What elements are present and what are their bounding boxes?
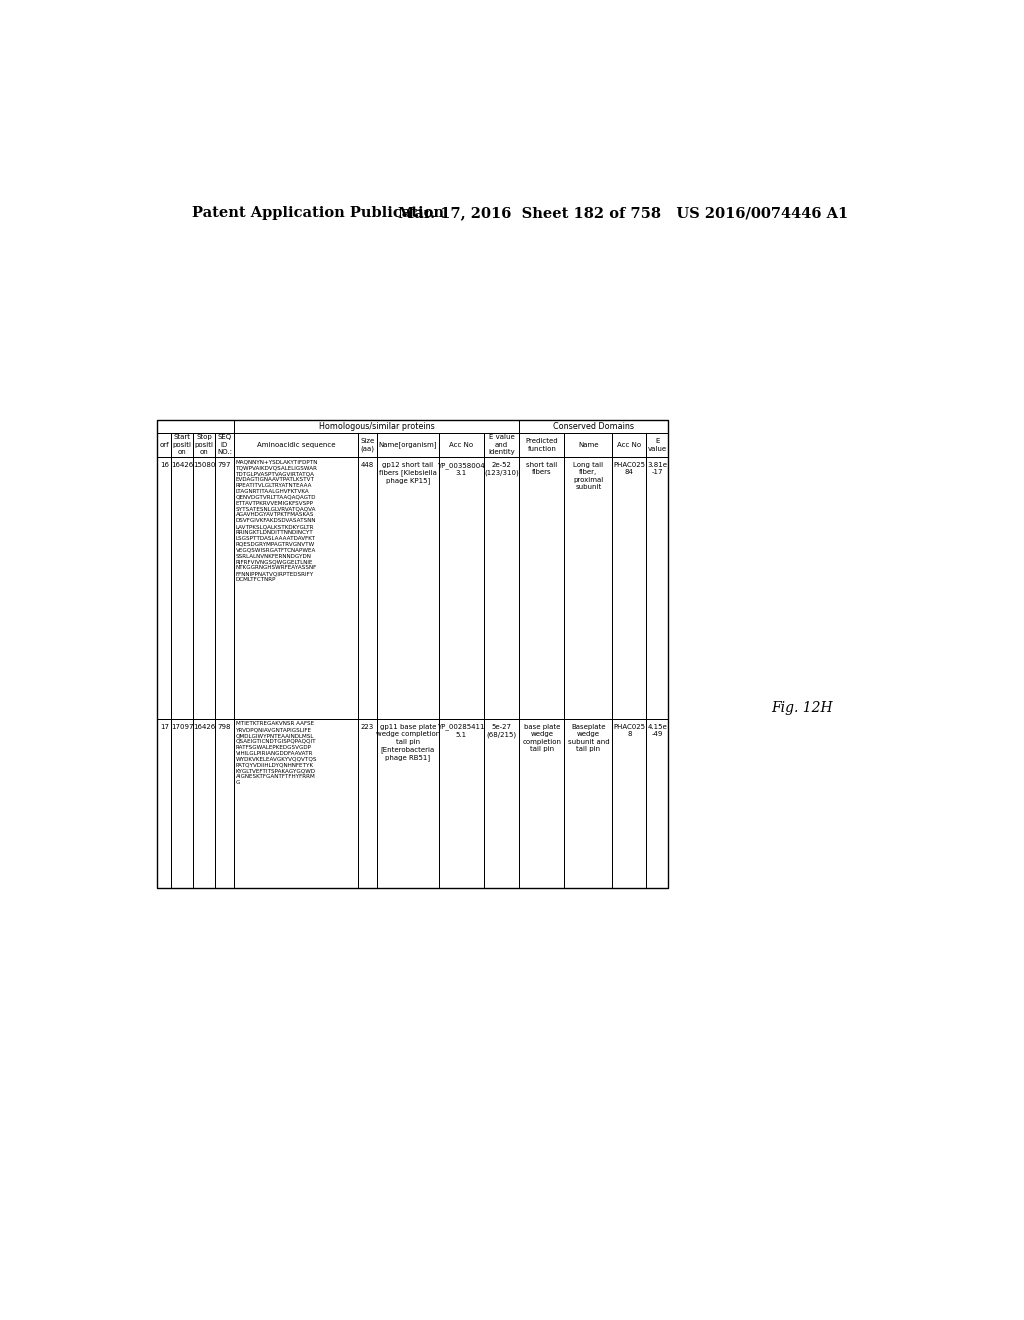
Bar <box>612 433 646 457</box>
Text: YP_00285411
5.1: YP_00285411 5.1 <box>437 723 485 738</box>
Text: Name: Name <box>579 442 599 447</box>
Bar <box>612 719 646 888</box>
Bar <box>483 719 519 888</box>
Text: YP_00358004
3.1: YP_00358004 3.1 <box>437 462 485 477</box>
Text: Acc No: Acc No <box>617 442 641 447</box>
Text: Mar. 17, 2016  Sheet 182 of 758   US 2016/0074446 A1: Mar. 17, 2016 Sheet 182 of 758 US 2016/0… <box>397 206 848 220</box>
Text: gp11 base plate
wedge completion
tail pin
[Enterobacteria
phage RB51]: gp11 base plate wedge completion tail pi… <box>376 723 440 762</box>
Bar <box>158 420 669 888</box>
Bar <box>215 433 234 457</box>
Bar <box>158 719 171 888</box>
Bar <box>377 457 438 719</box>
Text: Name[organism]: Name[organism] <box>379 441 437 449</box>
Text: 797: 797 <box>218 462 231 467</box>
Bar <box>564 433 612 457</box>
Bar <box>646 457 669 719</box>
Bar <box>358 719 377 888</box>
Text: MAQNNYN+YSDLAKYTIFDPTN
TQWPVAIKDVQSALELIGSWAR
TDTGLPVASPTVAGVIRTATQA
EVDAGTIGNAA: MAQNNYN+YSDLAKYTIFDPTN TQWPVAIKDVQSALELI… <box>236 459 318 582</box>
Text: base plate
wedge
completion
tail pin: base plate wedge completion tail pin <box>522 723 561 752</box>
Text: E value
and
Identity: E value and Identity <box>488 434 515 455</box>
Bar <box>194 457 215 719</box>
Bar <box>519 433 564 457</box>
Bar <box>519 457 564 719</box>
Bar <box>438 457 483 719</box>
Text: 448: 448 <box>360 462 374 467</box>
Bar <box>234 457 358 719</box>
Text: short tail
fibers: short tail fibers <box>526 462 557 475</box>
Bar <box>158 433 171 457</box>
Bar <box>438 719 483 888</box>
Text: 798: 798 <box>218 723 231 730</box>
Text: Patent Application Publication: Patent Application Publication <box>191 206 443 220</box>
Bar <box>519 719 564 888</box>
Bar <box>171 457 194 719</box>
Text: 16426: 16426 <box>171 462 194 467</box>
Bar <box>564 719 612 888</box>
Text: 2e-52
(123/310): 2e-52 (123/310) <box>484 462 519 475</box>
Bar <box>564 457 612 719</box>
Text: 17: 17 <box>160 723 169 730</box>
Bar <box>646 433 669 457</box>
Text: Aminoacidic sequence: Aminoacidic sequence <box>257 442 336 447</box>
Text: Stop
positl
on: Stop positl on <box>195 434 213 455</box>
Text: 17097: 17097 <box>171 723 194 730</box>
Text: PHAC025
84: PHAC025 84 <box>613 462 645 475</box>
Text: 5e-27
(68/215): 5e-27 (68/215) <box>486 723 517 738</box>
Bar <box>171 719 194 888</box>
Text: Fig. 12H: Fig. 12H <box>771 701 833 715</box>
Text: orf: orf <box>160 442 169 447</box>
Text: PHAC025
8: PHAC025 8 <box>613 723 645 737</box>
Bar <box>612 457 646 719</box>
Bar <box>438 433 483 457</box>
Bar <box>483 457 519 719</box>
Text: Predicted
function: Predicted function <box>525 438 558 451</box>
Bar <box>234 719 358 888</box>
Text: E
value: E value <box>648 438 667 451</box>
Text: Long tail
fiber,
proximal
subunit: Long tail fiber, proximal subunit <box>573 462 603 490</box>
Text: 16: 16 <box>160 462 169 467</box>
Bar <box>215 719 234 888</box>
Bar <box>215 457 234 719</box>
Bar <box>358 457 377 719</box>
Text: Baseplate
wedge
subunit and
tail pin: Baseplate wedge subunit and tail pin <box>567 723 609 752</box>
Text: Homologous/similar proteins: Homologous/similar proteins <box>318 422 434 430</box>
Text: SEQ
ID
NO.:: SEQ ID NO.: <box>217 434 232 455</box>
Bar <box>646 719 669 888</box>
Text: 3.81e
-17: 3.81e -17 <box>647 462 668 475</box>
Bar <box>483 433 519 457</box>
Bar <box>358 433 377 457</box>
Bar <box>171 433 194 457</box>
Bar <box>234 433 358 457</box>
Bar <box>234 420 519 433</box>
Text: Acc No: Acc No <box>450 442 473 447</box>
Text: Conserved Domains: Conserved Domains <box>553 422 634 430</box>
Bar <box>377 719 438 888</box>
Text: gp12 short tail
fibers [Klebsiella
phage KP15]: gp12 short tail fibers [Klebsiella phage… <box>379 462 436 484</box>
Bar <box>194 433 215 457</box>
Bar <box>519 420 669 433</box>
Text: MTIETKTREGAKVNSR AAFSE
YRVDPQNIAVGNTAPIGSLIFE
QMDLGIWYPNTEAAINDLMSL
QSAEIGTICNDT: MTIETKTREGAKVNSR AAFSE YRVDPQNIAVGNTAPIG… <box>236 721 317 785</box>
Text: 15080: 15080 <box>193 462 215 467</box>
Bar <box>158 457 171 719</box>
Text: 223: 223 <box>360 723 374 730</box>
Text: 16426: 16426 <box>193 723 215 730</box>
Text: Start
positl
on: Start positl on <box>173 434 191 455</box>
Bar <box>158 420 234 433</box>
Text: 4.15e
-49: 4.15e -49 <box>647 723 668 737</box>
Bar <box>377 433 438 457</box>
Text: Size
(aa): Size (aa) <box>360 438 375 451</box>
Bar <box>194 719 215 888</box>
